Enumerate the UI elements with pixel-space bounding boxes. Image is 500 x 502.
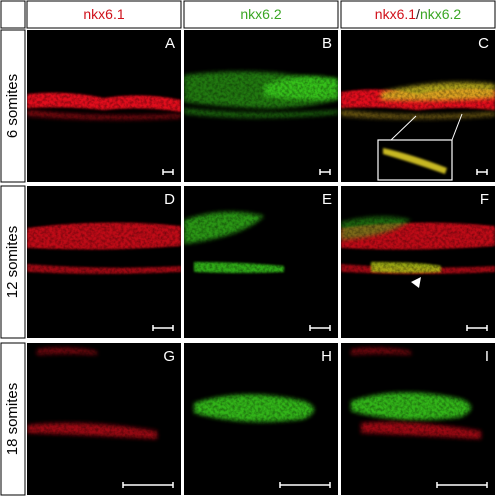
panel-letter: F: [480, 191, 489, 208]
header-part: /: [416, 6, 420, 22]
panel-letter: I: [485, 348, 489, 365]
image-panel: G: [27, 343, 181, 495]
row-label-box: [0, 342, 26, 496]
panel-letter: D: [164, 191, 175, 208]
speckle: [184, 186, 338, 338]
scale-bar: [319, 169, 331, 175]
header-box: [26, 0, 182, 29]
header-part: nkx6.1: [375, 6, 416, 22]
panel-letter: A: [165, 35, 175, 52]
speckle: [341, 186, 495, 338]
speckle: [184, 343, 338, 495]
header-box: [183, 0, 339, 29]
image-panel: E: [184, 186, 338, 338]
speckle: [341, 343, 495, 495]
header-text: nkx6.2: [240, 6, 281, 22]
image-panel: B: [184, 30, 338, 182]
fluorescence: [27, 186, 181, 338]
image-panel: D: [27, 186, 181, 338]
scale-bar: [279, 482, 331, 488]
inset-lines: [390, 113, 463, 141]
panel-grid: 6 somites A B C 12 somites D E F 18 somites G H I: [0, 29, 495, 496]
corner-box: [0, 0, 26, 29]
arrowhead: [411, 277, 421, 288]
scale-bar: [466, 325, 488, 331]
scale-bar: [162, 169, 174, 175]
scale-bar: [436, 482, 488, 488]
inset-signal: [383, 148, 447, 174]
panel-letter: G: [163, 348, 175, 365]
image-panel: I: [341, 343, 495, 495]
speckle: [27, 343, 181, 495]
header-part: nkx6.2: [240, 6, 281, 22]
scale-bar: [152, 325, 174, 331]
image-panel: C: [341, 30, 495, 182]
fluorescence: [184, 30, 338, 182]
image-panel: A: [27, 30, 181, 182]
fluorescence: [184, 186, 338, 338]
row-label: 6 somites: [4, 74, 21, 138]
row-label: 12 somites: [4, 226, 21, 299]
panel-letter: C: [478, 35, 489, 52]
fluorescence: [27, 30, 181, 182]
fluorescence: [341, 186, 495, 338]
panel-letter: E: [322, 191, 332, 208]
scale-bar: [122, 482, 174, 488]
fluorescence: [27, 343, 181, 495]
speckle: [27, 186, 181, 338]
row-label: 18 somites: [4, 383, 21, 456]
header-part: nkx6.2: [420, 6, 461, 22]
image-panel: H: [184, 343, 338, 495]
row-label-box: [0, 185, 26, 339]
fluorescence: [184, 343, 338, 495]
fluorescence: [341, 343, 495, 495]
row-label-box: [0, 29, 26, 183]
speckle: [27, 30, 181, 182]
header-box: [340, 0, 496, 29]
header-part: nkx6.1: [83, 6, 124, 22]
image-panel: F: [341, 186, 495, 338]
panel-letter: H: [321, 348, 332, 365]
header-text: nkx6.1/nkx6.2: [375, 6, 462, 22]
speckle: [184, 30, 338, 182]
column-headers: nkx6.1 nkx6.2 nkx6.1/nkx6.2: [0, 0, 496, 29]
panel-letter: B: [322, 35, 332, 52]
scale-bar: [309, 325, 331, 331]
header-text: nkx6.1: [83, 6, 124, 22]
scale-bar: [476, 169, 488, 175]
